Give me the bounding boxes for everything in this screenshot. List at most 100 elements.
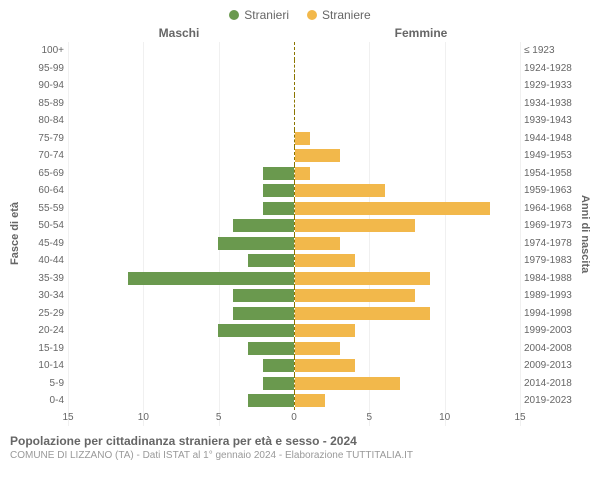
legend-female: Straniere <box>307 8 371 22</box>
bars <box>68 95 520 113</box>
x-tick: 15 <box>62 412 73 423</box>
chart-row: 55-591964-1968 <box>24 200 576 218</box>
bars-male <box>68 112 295 130</box>
column-headers: Maschi Femmine <box>0 26 600 42</box>
bars-male <box>68 375 295 393</box>
age-label: 35-39 <box>24 273 68 284</box>
column-header-male: Maschi <box>58 26 300 40</box>
x-tick: 5 <box>367 412 373 423</box>
chart-row: 10-142009-2013 <box>24 357 576 375</box>
bar-male <box>263 167 293 180</box>
bars-male <box>68 182 295 200</box>
bars <box>68 42 520 60</box>
bars-female <box>295 130 521 148</box>
age-label: 75-79 <box>24 133 68 144</box>
chart-row: 15-192004-2008 <box>24 340 576 358</box>
bars <box>68 287 520 305</box>
chart-row: 60-641959-1963 <box>24 182 576 200</box>
bar-female <box>295 307 430 320</box>
age-label: 40-44 <box>24 255 68 266</box>
legend-female-label: Straniere <box>322 8 371 22</box>
age-label: 70-74 <box>24 150 68 161</box>
bars-male <box>68 77 295 95</box>
bars-female <box>295 235 521 253</box>
bars <box>68 130 520 148</box>
chart-subtitle: COMUNE DI LIZZANO (TA) - Dati ISTAT al 1… <box>10 450 590 461</box>
bar-female <box>295 132 310 145</box>
birth-year-label: 1929-1933 <box>520 80 576 91</box>
age-label: 80-84 <box>24 115 68 126</box>
birth-year-label: 1944-1948 <box>520 133 576 144</box>
birth-year-label: 1979-1983 <box>520 255 576 266</box>
y-axis-label-left: Fasce di età <box>6 42 24 426</box>
chart-row: 45-491974-1978 <box>24 235 576 253</box>
birth-year-label: 1999-2003 <box>520 325 576 336</box>
bar-male <box>233 219 293 232</box>
age-label: 30-34 <box>24 290 68 301</box>
pyramid-chart: Fasce di età 100+≤ 192395-991924-192890-… <box>0 42 600 426</box>
age-label: 85-89 <box>24 98 68 109</box>
bars-male <box>68 95 295 113</box>
bars-male <box>68 322 295 340</box>
bars <box>68 305 520 323</box>
chart-row: 85-89 1934-1938 <box>24 95 576 113</box>
chart-footer: Popolazione per cittadinanza straniera p… <box>0 426 600 461</box>
bars-male <box>68 235 295 253</box>
age-label: 65-69 <box>24 168 68 179</box>
birth-year-label: 1924-1928 <box>520 63 576 74</box>
age-label: 0-4 <box>24 395 68 406</box>
bars-male <box>68 340 295 358</box>
birth-year-label: 1939-1943 <box>520 115 576 126</box>
bar-female <box>295 202 490 215</box>
bars-female <box>295 287 521 305</box>
bar-male <box>233 289 293 302</box>
bars-male <box>68 270 295 288</box>
chart-row: 80-84 1939-1943 <box>24 112 576 130</box>
chart-row: 0-42019-2023 <box>24 392 576 410</box>
bar-female <box>295 289 415 302</box>
birth-year-label: 1954-1958 <box>520 168 576 179</box>
age-label: 15-19 <box>24 343 68 354</box>
legend-swatch-male <box>229 10 239 20</box>
bar-male <box>128 272 293 285</box>
bars-male <box>68 165 295 183</box>
bar-male <box>263 377 293 390</box>
bars-female <box>295 200 521 218</box>
bars-male <box>68 305 295 323</box>
bar-female <box>295 377 400 390</box>
bars <box>68 322 520 340</box>
birth-year-label: 1934-1938 <box>520 98 576 109</box>
bar-female <box>295 324 355 337</box>
plot-area: 100+≤ 192395-991924-192890-941929-193385… <box>24 42 576 426</box>
bars <box>68 217 520 235</box>
bars-female <box>295 217 521 235</box>
bars-female <box>295 340 521 358</box>
chart-row: 25-291994-1998 <box>24 305 576 323</box>
bar-female <box>295 254 355 267</box>
chart-rows: 100+≤ 192395-991924-192890-941929-193385… <box>24 42 576 410</box>
age-label: 20-24 <box>24 325 68 336</box>
bars-male <box>68 252 295 270</box>
bars-female <box>295 112 521 130</box>
bar-female <box>295 394 325 407</box>
bars-female <box>295 95 521 113</box>
bars-female <box>295 165 521 183</box>
chart-row: 95-991924-1928 <box>24 60 576 78</box>
age-label: 45-49 <box>24 238 68 249</box>
x-tick: 0 <box>291 412 297 423</box>
bars-female <box>295 305 521 323</box>
chart-row: 90-941929-1933 <box>24 77 576 95</box>
chart-row: 40-44 1979-1983 <box>24 252 576 270</box>
bar-male <box>263 359 293 372</box>
bars-male <box>68 42 295 60</box>
bars <box>68 165 520 183</box>
bars-female <box>295 375 521 393</box>
chart-title: Popolazione per cittadinanza straniera p… <box>10 434 590 448</box>
age-label: 55-59 <box>24 203 68 214</box>
chart-row: 35-391984-1988 <box>24 270 576 288</box>
bars-female <box>295 77 521 95</box>
birth-year-label: 1989-1993 <box>520 290 576 301</box>
bar-female <box>295 149 340 162</box>
bars-male <box>68 217 295 235</box>
chart-row: 20-24 1999-2003 <box>24 322 576 340</box>
